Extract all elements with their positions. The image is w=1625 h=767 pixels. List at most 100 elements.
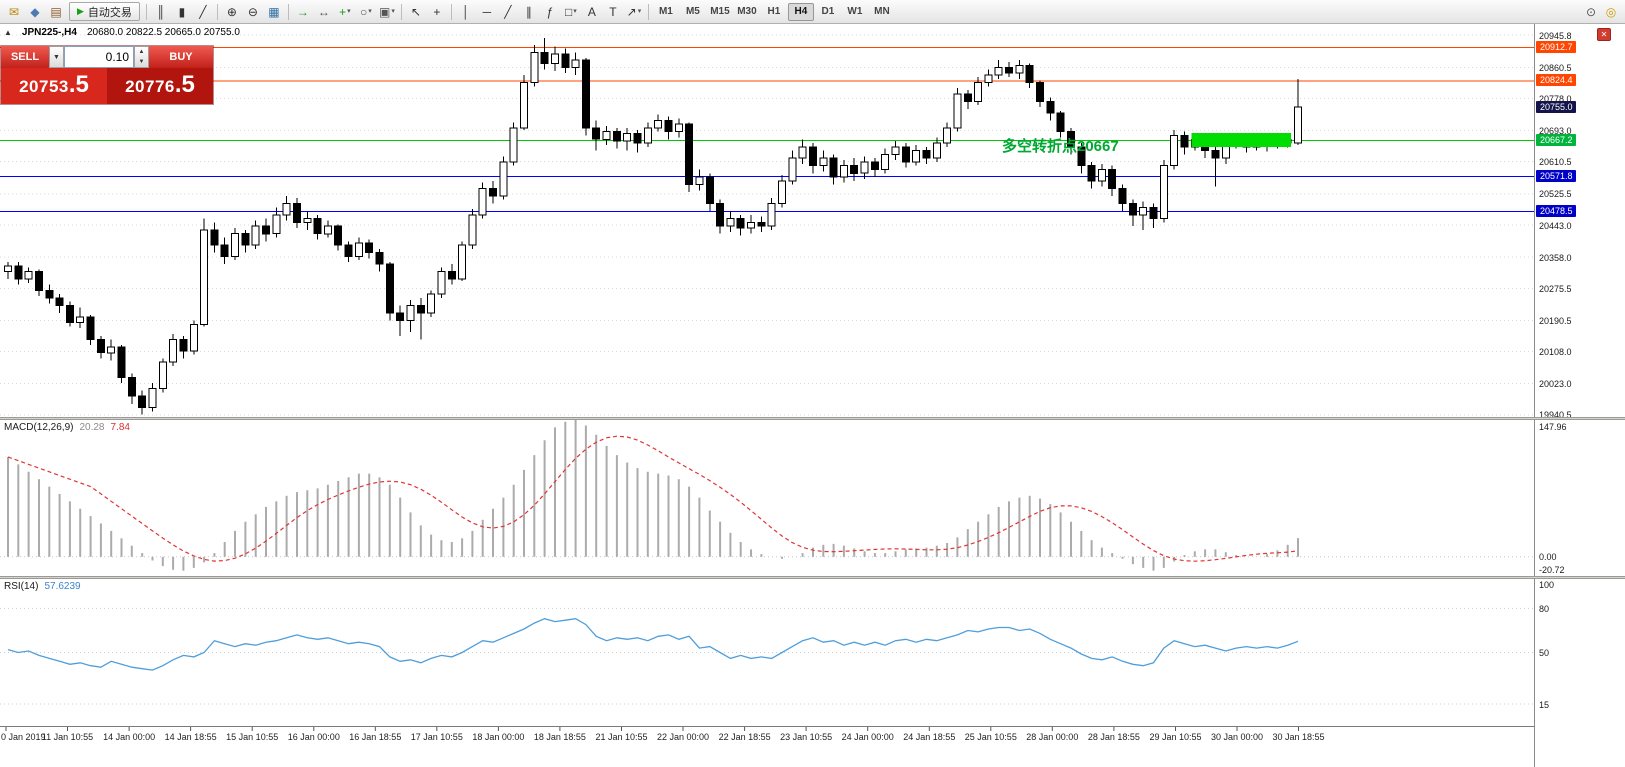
periods-icon[interactable]: ○ ▾ [356, 2, 376, 21]
indicators-icon[interactable]: + ▾ [335, 2, 355, 21]
volume-up-icon[interactable]: ▲ [138, 49, 145, 55]
chart-shift-icon[interactable]: ↔ [314, 2, 334, 21]
timeframe-m1[interactable]: M1 [658, 6, 673, 17]
horizontal-line-icon[interactable]: ─ [477, 2, 497, 21]
timeframe-m30[interactable]: M30 [737, 6, 757, 17]
price-tick: 20778.0 [1539, 93, 1572, 104]
fibonacci-icon[interactable]: ƒ [540, 2, 560, 21]
chart-shift-icon: ↔ [317, 4, 330, 19]
search-icon[interactable]: ⊙ [1581, 2, 1601, 21]
rsi-indicator-panel[interactable] [0, 579, 1534, 726]
panel-divider[interactable] [0, 417, 1625, 420]
timeframe-mn[interactable]: MN [874, 6, 890, 17]
auto-scroll-icon[interactable]: → [293, 2, 313, 21]
tile-windows-icon[interactable]: ▦ [264, 2, 284, 21]
tile-windows-icon: ▦ [268, 4, 280, 19]
crosshair-icon[interactable]: + [427, 2, 447, 21]
text-label-icon[interactable]: T [603, 2, 623, 21]
play-icon: ▶ [77, 6, 84, 16]
level-lines[interactable] [0, 47, 1534, 213]
line-chart-icon[interactable]: ╱ [193, 2, 213, 21]
time-axis-label: 22 Jan 18:55 [718, 732, 771, 742]
time-axis[interactable]: 0 Jan 2019 11 Jan 10:55 14 Jan 00:00 14 Jan… [0, 726, 1625, 767]
community-icon[interactable]: ◎ [1601, 2, 1621, 21]
price-level-badge: 20755.0 [1536, 100, 1576, 113]
sell-price: 20753 [19, 77, 69, 96]
trade-panel-collapse-icon[interactable]: ▲ [4, 28, 12, 37]
dropdown-caret-icon[interactable]: ▾ [347, 8, 351, 15]
market-watch-icon[interactable]: ▤ [46, 2, 66, 21]
timeframe-d1[interactable]: D1 [821, 6, 835, 17]
price-tick: 20023.0 [1539, 379, 1572, 390]
zoom-in-icon: ⊕ [226, 4, 237, 19]
toolbar-items: ✉ ◆ ▤ ▶ 自动交易 ║ ▮ ╱ ⊕ ⊖ ▦ → ↔ + ▾ ○ ▾ ▣ ▾ ↖ + │ ─ ╱ ∥ ƒ □ ▾ A T ↗ ▾ M1 M5 M… [4, 2, 895, 21]
auto-trading-button[interactable]: ▶ 自动交易 [69, 2, 140, 21]
sell-price-button[interactable]: 20753 .5 [1, 68, 107, 104]
zoom-out-icon: ⊖ [247, 4, 258, 19]
panel-divider[interactable] [0, 576, 1625, 579]
vertical-line-icon[interactable]: │ [456, 2, 476, 21]
macd-scale-max: 147.96 [1539, 422, 1567, 432]
zoom-out-icon[interactable]: ⊖ [243, 2, 263, 21]
zoom-in-icon[interactable]: ⊕ [222, 2, 242, 21]
macd-scale-min: -20.72 [1539, 565, 1565, 575]
trendline-icon[interactable]: ╱ [498, 2, 518, 21]
crosshair-icon: + [433, 4, 441, 19]
trade-panel-top-row: SELL ▼ ▲ ▼ BUY [1, 46, 213, 68]
order-type-dropdown-button[interactable]: ▼ [49, 46, 64, 68]
metaeditor-icon[interactable]: ◆ [25, 2, 45, 21]
dropdown-caret-icon[interactable]: ▾ [573, 8, 577, 15]
price-tick: 20108.0 [1539, 347, 1572, 358]
timeframe-h4[interactable]: H4 [787, 2, 814, 21]
shapes-icon[interactable]: □ ▾ [561, 2, 581, 21]
toolbar-divider [400, 3, 402, 20]
price-tick: 20860.5 [1539, 62, 1572, 73]
volume-input[interactable] [64, 46, 134, 68]
time-axis-label: 24 Jan 00:00 [841, 732, 894, 742]
candles [4, 38, 1302, 415]
volume-down-icon[interactable]: ▼ [138, 59, 145, 65]
timeframe-h1[interactable]: H1 [767, 6, 781, 17]
text-icon[interactable]: A [582, 2, 602, 21]
templates-icon[interactable]: ▣ ▾ [377, 2, 397, 21]
dropdown-caret-icon[interactable]: ▾ [368, 8, 372, 15]
arrows-icon[interactable]: ↗ ▾ [624, 2, 644, 21]
time-axis-label: 18 Jan 18:55 [533, 732, 586, 742]
timeframe-w1[interactable]: W1 [847, 6, 863, 17]
price-level-badge: 20912.7 [1536, 41, 1576, 53]
timeframe-m5[interactable]: M5 [685, 6, 700, 17]
time-axis-label: 16 Jan 00:00 [287, 732, 340, 742]
new-order-icon[interactable]: ✉ [4, 2, 24, 21]
sell-button[interactable]: SELL [1, 46, 49, 68]
bar-chart-icon[interactable]: ║ [151, 2, 171, 21]
buy-price-button[interactable]: 20776 .5 [107, 68, 213, 104]
time-axis-label: 29 Jan 10:55 [1149, 732, 1202, 742]
text-icon: A [587, 4, 596, 19]
rsi-level-lines [0, 607, 1534, 705]
rsi-value: 57.6239 [44, 581, 81, 592]
timeframe-m15[interactable]: M15 [710, 6, 730, 17]
time-axis-label: 23 Jan 10:55 [780, 732, 833, 742]
symbol-name: JPN225-,H4 [21, 27, 77, 38]
candlestick-chart[interactable] [0, 24, 1534, 417]
buy-button[interactable]: BUY [149, 46, 213, 68]
equidistant-channel-icon[interactable]: ∥ [519, 2, 539, 21]
price-tick: 20945.8 [1539, 30, 1572, 41]
macd-label: MACD(12,26,9) 20.28 7.84 [4, 422, 130, 433]
main-toolbar: ✉ ◆ ▤ ▶ 自动交易 ║ ▮ ╱ ⊕ ⊖ ▦ → ↔ + ▾ ○ ▾ ▣ ▾ ↖ + │ ─ ╱ ∥ ƒ □ ▾ A T ↗ ▾ M1 M5 M… [0, 0, 1625, 24]
dropdown-caret-icon[interactable]: ▾ [637, 8, 642, 15]
candlestick-chart-icon[interactable]: ▮ [172, 2, 192, 21]
rsi-line [7, 618, 1299, 671]
price-tick: 19940.5 [1539, 410, 1572, 421]
macd-main-value: 20.28 [79, 422, 105, 433]
price-tick: 20610.5 [1539, 157, 1572, 168]
highlight-rectangle[interactable] [1191, 133, 1292, 147]
dropdown-caret-icon[interactable]: ▾ [391, 8, 395, 15]
cursor-icon[interactable]: ↖ [406, 2, 426, 21]
macd-indicator-panel[interactable] [0, 420, 1534, 576]
time-axis-label: 14 Jan 18:55 [164, 732, 217, 742]
close-button[interactable]: ✕ [1597, 28, 1611, 41]
price-scale[interactable]: 20945.8 20860.5 20778.0 20693.0 20610.5 20525… [1534, 24, 1625, 767]
chart-window: ▲ JPN225-,H4 20680.0 20822.5 20665.0 207… [0, 24, 1625, 767]
equidistant-channel-icon: ∥ [525, 4, 532, 19]
